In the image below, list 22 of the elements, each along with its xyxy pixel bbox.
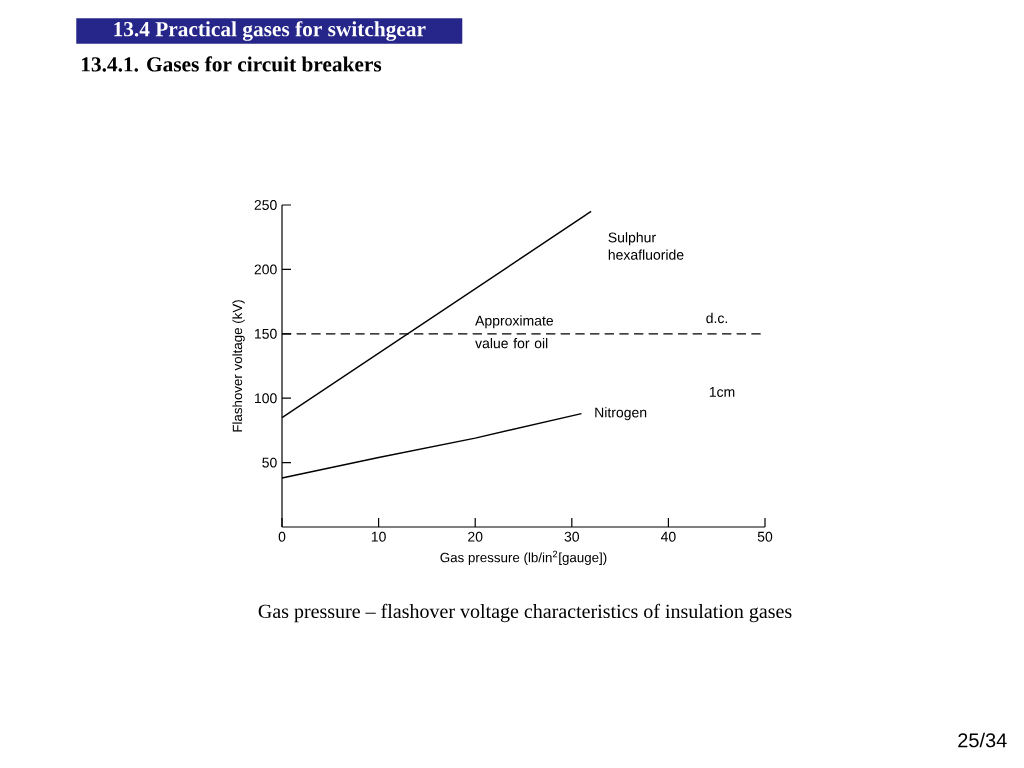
- y-tick-label: 250: [254, 200, 277, 210]
- x-tick-label: 20: [468, 531, 483, 542]
- x-tick-label: 10: [371, 531, 386, 542]
- ref-line-label: Approximate value for oil: [475, 315, 554, 349]
- annotation: d.c.: [706, 312, 728, 324]
- chart-title: 13.4 Practical gases for switchgear: [114, 21, 426, 41]
- y-axis-title: Flashover voltage (kV): [232, 300, 245, 432]
- x-tick-label: 0: [278, 531, 286, 542]
- text: Gas pressure – flashover voltage characteristics of insulation gases: [258, 603, 792, 623]
- x-tick-label: 40: [660, 531, 676, 542]
- y-tick-label: 50: [262, 457, 277, 468]
- y-tick-label: 100: [255, 393, 277, 404]
- y-tick-label: 150: [255, 328, 277, 339]
- chart-subtitle: 13.4.1. Gases for circuit breakers: [81, 56, 382, 72]
- series-label: Sulphur hexafluoride: [608, 232, 684, 260]
- x-tick-label: 30: [564, 531, 580, 542]
- y-tick-label: 200: [254, 264, 277, 275]
- x-tick-label: 50: [757, 531, 773, 542]
- series-label: Nitrogen: [595, 407, 647, 421]
- x-axis-title: Gas pressure (lb/in$^{2}$[gauge]): [440, 550, 607, 565]
- annotation: 1cm: [709, 387, 735, 397]
- text: 25/34: [958, 732, 1007, 748]
